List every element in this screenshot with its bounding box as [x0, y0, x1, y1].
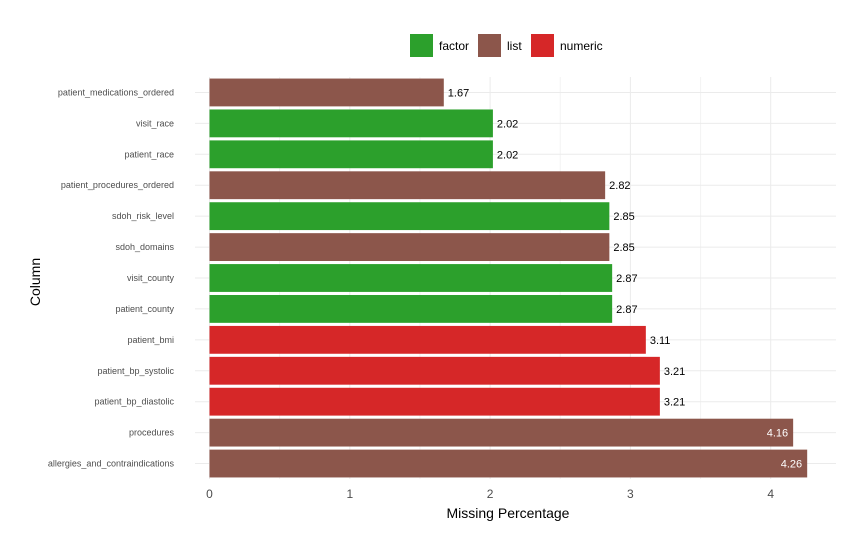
y-axis-title: Column — [27, 258, 43, 306]
bar-value-label: 2.02 — [497, 149, 518, 161]
bar-value-label: 4.26 — [781, 459, 802, 471]
bar — [209, 233, 610, 261]
bar-value-label: 1.67 — [448, 87, 469, 99]
bar — [209, 109, 493, 138]
legend-item: factor — [410, 34, 469, 57]
bar-value-label: 2.85 — [613, 242, 634, 254]
bar — [209, 449, 808, 478]
legend-label: list — [507, 39, 522, 53]
y-tick-label: visit_county — [127, 273, 175, 283]
legend: factor list numeric — [410, 34, 603, 57]
x-axis-title: Missing Percentage — [447, 505, 570, 521]
legend-item: numeric — [531, 34, 603, 57]
bar-value-labels: 1.67 2.02 2.02 2.82 2.85 2.85 2.87 2.87 3.11 3.21… — [448, 87, 802, 470]
bar-value-label: 3.11 — [650, 335, 671, 347]
bars — [209, 78, 808, 478]
bar — [209, 418, 794, 447]
x-tick-label: 4 — [767, 487, 774, 501]
legend-label: factor — [439, 39, 469, 53]
y-axis-tick-labels: patient_medications_ordered visit_racepat… — [48, 87, 175, 468]
y-tick-label: patient_procedures_ordered — [61, 180, 174, 190]
y-tick-label: allergies_and_contraindications — [48, 459, 175, 469]
bar-value-label: 2.85 — [613, 211, 634, 223]
bar — [209, 356, 660, 385]
bar-value-label: 4.16 — [767, 428, 788, 440]
y-tick-label: patient_county — [115, 304, 174, 314]
bar — [209, 264, 613, 292]
legend-key — [478, 34, 501, 57]
bar-value-label: 2.02 — [497, 118, 518, 130]
y-tick-label: procedures — [129, 428, 175, 438]
legend-key — [531, 34, 554, 57]
x-axis-tick-labels: 0 1 2 3 4 — [206, 487, 774, 501]
bar-value-label: 3.21 — [664, 366, 685, 378]
x-tick-label: 3 — [627, 487, 634, 501]
bar — [209, 140, 493, 169]
y-tick-label: patient_medications_ordered — [58, 87, 174, 97]
bar — [209, 295, 613, 323]
x-tick-label: 2 — [487, 487, 494, 501]
bar — [209, 78, 444, 107]
bar — [209, 387, 660, 416]
bar-value-label: 2.87 — [616, 304, 637, 316]
y-tick-label: visit_race — [136, 118, 174, 128]
bar — [209, 202, 610, 231]
bar — [209, 171, 606, 200]
legend-key — [410, 34, 433, 57]
x-tick-label: 0 — [206, 487, 213, 501]
x-tick-label: 1 — [346, 487, 353, 501]
bar — [209, 325, 646, 354]
legend-label: numeric — [560, 39, 603, 53]
y-tick-label: patient_bp_diastolic — [94, 397, 174, 407]
y-tick-label: patient_bmi — [127, 335, 174, 345]
y-tick-label: sdoh_domains — [115, 242, 174, 252]
legend-item: list — [478, 34, 522, 57]
y-tick-label: sdoh_risk_level — [112, 211, 174, 221]
y-tick-label: patient_bp_systolic — [97, 366, 174, 376]
bar-value-label: 2.87 — [616, 273, 637, 285]
y-tick-label: patient_race — [124, 149, 174, 159]
bar-value-label: 2.82 — [609, 180, 630, 192]
bar-value-label: 3.21 — [664, 397, 685, 409]
